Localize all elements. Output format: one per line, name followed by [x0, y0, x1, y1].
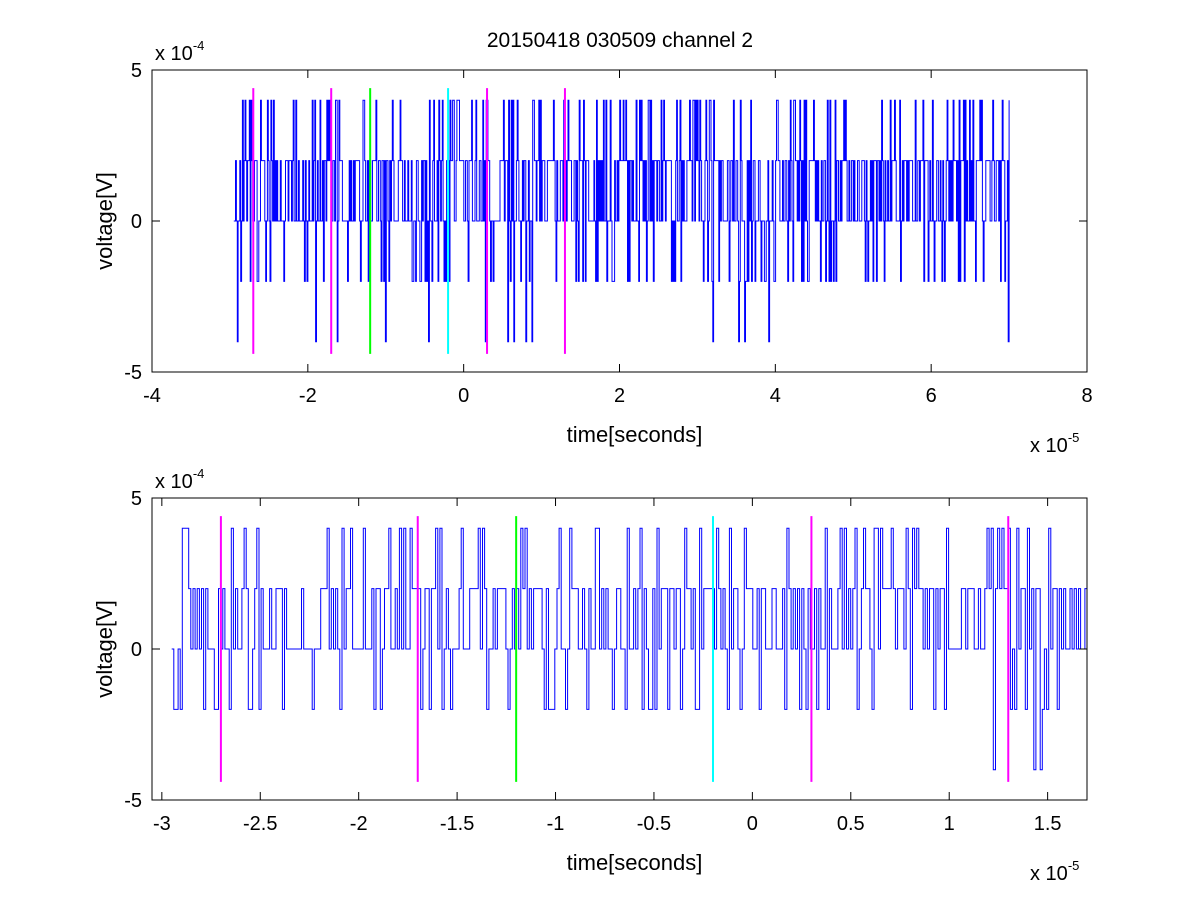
bottom-x-exponent-power: -5: [1068, 858, 1080, 873]
bottom-x-tick-label: 0: [747, 813, 758, 835]
figure-title: 20150418 030509 channel 2: [487, 29, 753, 52]
bottom-x-tick-label: -1: [547, 813, 565, 835]
bottom-voltage-trace: [171, 527, 1088, 771]
bottom-y-exponent: x 10-4: [155, 466, 204, 493]
top-event-markers: [252, 88, 566, 354]
top-y-exponent-base: x 10: [155, 43, 193, 65]
bottom-x-exponent-base: x 10: [1030, 863, 1068, 885]
top-x-tick-label: 6: [926, 385, 937, 407]
top-x-axis-label: time[seconds]: [567, 422, 703, 447]
top-y-tick-label: 5: [131, 60, 142, 82]
bottom-x-tick-label: 1.5: [1034, 813, 1062, 835]
top-x-exponent-base: x 10: [1030, 435, 1068, 457]
bottom-x-tick-label: -1.5: [440, 813, 474, 835]
bottom-x-tick-label: 1: [944, 813, 955, 835]
bottom-y-tick-label: 5: [131, 488, 142, 510]
top-x-tick-label: -4: [143, 385, 161, 407]
top-y-axis-label: voltage[V]: [92, 172, 117, 270]
bottom-plot-panel: -3 -2.5 -2 -1.5 -1 -0.5 0 0.5 1 1.5 -5 0 5 time[sec…: [92, 466, 1088, 885]
bottom-x-axis-label: time[seconds]: [567, 850, 703, 875]
top-x-tick-label: 4: [770, 385, 781, 407]
top-y-exponent: x 10-4: [155, 38, 204, 65]
bottom-x-tick-label: -3: [153, 813, 171, 835]
bottom-x-tick-label: -0.5: [637, 813, 671, 835]
bottom-y-axis-ticks: -5 0 5: [124, 488, 1087, 812]
bottom-y-exponent-power: -4: [193, 466, 205, 481]
top-x-axis-ticks: -4 -2 0 2 4 6 8: [143, 70, 1093, 407]
bottom-x-tick-label: 0.5: [837, 813, 865, 835]
top-y-tick-label: 0: [131, 211, 142, 233]
top-x-tick-label: 8: [1081, 385, 1092, 407]
top-y-tick-label: -5: [124, 362, 142, 384]
top-x-exponent-power: -5: [1068, 430, 1080, 445]
bottom-x-exponent: x 10-5: [1030, 858, 1079, 885]
bottom-event-markers: [219, 516, 1010, 782]
bottom-y-axis-label: voltage[V]: [92, 600, 117, 698]
bottom-trace-line: [171, 527, 1088, 771]
top-plot-panel: -4 -2 0 2 4 6 8 -505 time[seconds] voltage[V] …: [92, 38, 1093, 457]
bottom-x-tick-label: -2.5: [243, 813, 277, 835]
top-x-tick-label: -2: [299, 385, 317, 407]
top-x-tick-label: 2: [614, 385, 625, 407]
top-x-tick-label: 0: [458, 385, 469, 407]
top-voltage-trace: [233, 99, 1010, 343]
top-trace-line: [233, 99, 1010, 343]
bottom-x-axis-ticks: -3 -2.5 -2 -1.5 -1 -0.5 0 0.5 1 1.5: [153, 498, 1062, 835]
top-y-exponent-power: -4: [193, 38, 205, 53]
top-y-axis-ticks: -5 0 5: [124, 60, 1087, 384]
bottom-y-tick-label: 0: [131, 639, 142, 661]
top-x-exponent: x 10-5: [1030, 430, 1079, 457]
bottom-x-tick-label: -2: [350, 813, 368, 835]
bottom-y-tick-label: -5: [124, 790, 142, 812]
bottom-y-exponent-base: x 10: [155, 471, 193, 493]
